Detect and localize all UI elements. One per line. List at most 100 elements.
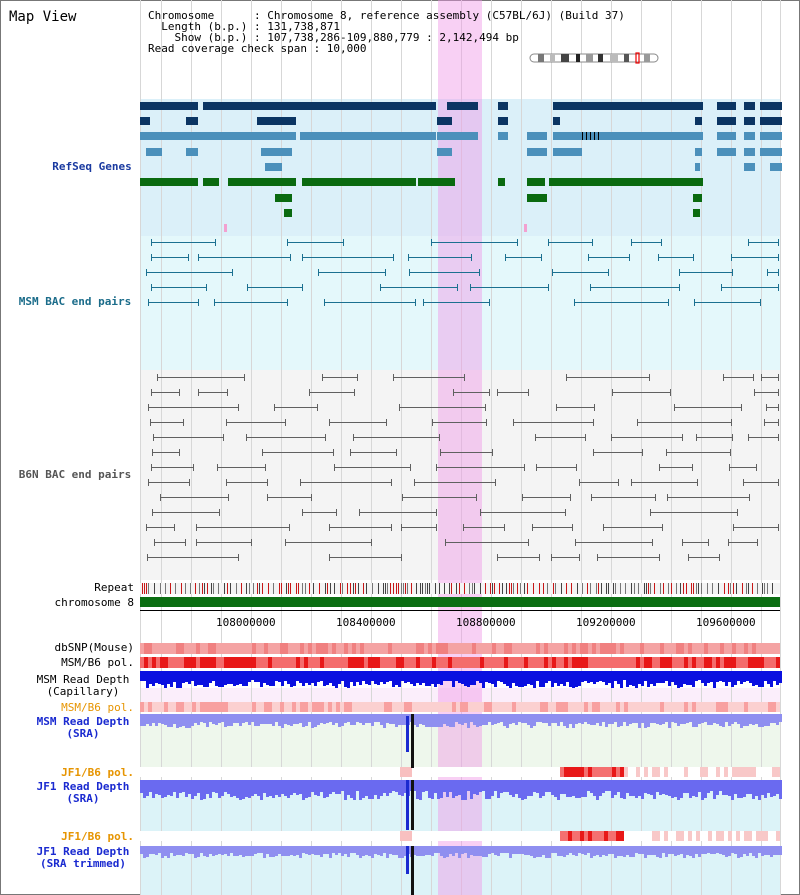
depth-bar (170, 846, 173, 853)
bac-end (778, 239, 779, 246)
heat-cell (260, 657, 264, 668)
depth-bar (563, 714, 566, 726)
heat-cell (592, 702, 596, 712)
bac-end (761, 374, 762, 381)
depth-bar (638, 846, 641, 854)
depth-bar (758, 671, 761, 687)
depth-bar (296, 780, 299, 795)
depth-bar (761, 780, 764, 795)
dbsnp-track[interactable] (140, 643, 780, 654)
depth-bar (452, 780, 455, 798)
bac-end (597, 554, 598, 561)
depth-bar (143, 671, 146, 681)
chromosome-ideogram[interactable] (528, 52, 662, 64)
label-msm-bac[interactable]: MSM BAC end pairs (18, 295, 132, 308)
depth-bar (431, 714, 434, 727)
heat-cell (464, 657, 468, 668)
depth-bar (776, 780, 779, 794)
depth-bar (371, 714, 374, 726)
bac-pair-line (399, 407, 485, 408)
depth-bar (236, 780, 239, 798)
depth-bar (596, 714, 599, 723)
repeat-mark (671, 583, 672, 594)
heat-cell (364, 657, 368, 668)
bac-end (479, 269, 480, 276)
depth-bar (461, 714, 464, 725)
depth-bar (215, 846, 218, 855)
msm-read-depth-capillary-track[interactable] (140, 671, 782, 688)
label-refseq-genes[interactable]: RefSeq Genes (52, 160, 132, 173)
heat-cell (332, 657, 336, 668)
gene-feature (140, 102, 198, 110)
repeat-mark (480, 583, 481, 594)
jf1-b6-pol-track-2[interactable] (140, 831, 780, 841)
heat-cell (228, 643, 232, 654)
heat-cell (668, 702, 672, 712)
grid-line (780, 0, 781, 895)
bac-end (658, 254, 659, 261)
bac-pair-line (723, 377, 753, 378)
depth-bar (197, 714, 200, 725)
depth-bar (740, 671, 743, 684)
repeat-mark (165, 583, 166, 594)
repeat-mark (305, 583, 306, 594)
depth-bar (428, 714, 431, 727)
depth-bar (317, 714, 320, 725)
jf1-b6-pol-track[interactable] (140, 767, 780, 777)
depth-bar (686, 714, 689, 723)
heat-cell (316, 643, 320, 654)
heat-cell (328, 702, 332, 712)
heat-cell (252, 643, 256, 654)
gene-feature (744, 102, 755, 110)
bac-end (476, 494, 477, 501)
msm-b6-pol-track-2[interactable] (140, 702, 780, 712)
label-b6n-bac[interactable]: B6N BAC end pairs (18, 468, 132, 481)
depth-bar (230, 780, 233, 797)
heat-cell (608, 643, 612, 654)
depth-bar (290, 846, 293, 855)
repeat-mark (387, 583, 388, 594)
gene-feature (527, 178, 545, 186)
msm-read-depth-sra-track[interactable] (140, 714, 782, 728)
chromosome-bar[interactable] (140, 597, 780, 607)
depth-bar (779, 714, 782, 722)
depth-bar (503, 780, 506, 792)
depth-bar (329, 671, 332, 683)
bac-end (748, 434, 749, 441)
depth-bar (281, 846, 284, 856)
depth-bar (608, 671, 611, 683)
bac-end (778, 269, 779, 276)
bac-end (650, 509, 651, 516)
heat-cell (240, 643, 244, 654)
depth-bar (389, 780, 392, 793)
bac-pair-line (431, 242, 517, 243)
depth-bar (401, 846, 404, 858)
depth-bar (758, 846, 761, 853)
gene-feature (447, 102, 478, 110)
bac-end (629, 254, 630, 261)
bac-pair-line (214, 302, 287, 303)
repeat-mark (701, 583, 702, 594)
depth-bar (725, 671, 728, 686)
label-dbsnp: dbSNP(Mouse) (54, 641, 134, 654)
bac-end (223, 434, 224, 441)
heat-cell (744, 643, 748, 654)
jf1-read-depth-sra-track[interactable] (140, 780, 782, 800)
depth-bar (575, 714, 578, 724)
bac-pair-line (350, 452, 396, 453)
repeat-track[interactable] (140, 583, 780, 594)
depth-bar (527, 846, 530, 855)
depth-bar (671, 846, 674, 854)
heat-cell (396, 702, 400, 712)
msm-b6-pol-track[interactable] (140, 657, 780, 668)
heat-cell (476, 643, 480, 654)
depth-bar (515, 714, 518, 725)
repeat-mark (590, 583, 591, 594)
grid-line (191, 0, 192, 895)
jf1-read-depth-trimmed-track[interactable] (140, 846, 782, 858)
depth-bar (293, 780, 296, 793)
bac-end (402, 494, 403, 501)
depth-bar (497, 714, 500, 723)
panel-title: Map View (9, 9, 77, 25)
depth-bar (149, 671, 152, 684)
